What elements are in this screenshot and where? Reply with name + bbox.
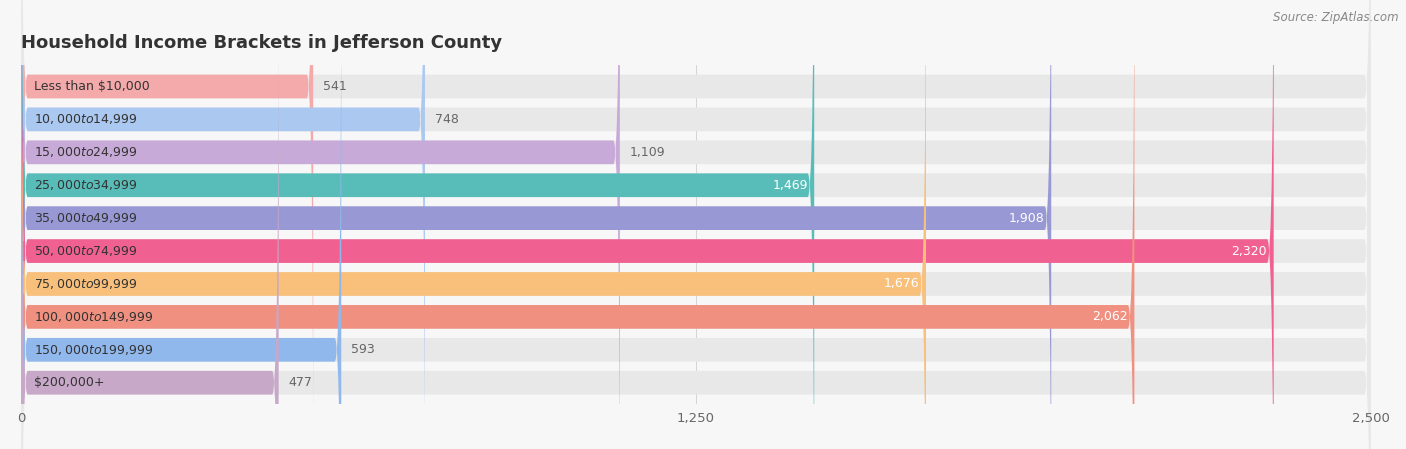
Text: 1,109: 1,109 [630,146,665,159]
Text: 1,908: 1,908 [1010,211,1045,224]
FancyBboxPatch shape [21,0,1371,449]
Text: $35,000 to $49,999: $35,000 to $49,999 [34,211,138,225]
Text: Less than $10,000: Less than $10,000 [34,80,150,93]
FancyBboxPatch shape [21,0,1371,449]
FancyBboxPatch shape [21,0,1371,449]
Text: 477: 477 [288,376,312,389]
Text: $75,000 to $99,999: $75,000 to $99,999 [34,277,138,291]
FancyBboxPatch shape [21,0,1371,449]
Text: Household Income Brackets in Jefferson County: Household Income Brackets in Jefferson C… [21,34,502,52]
FancyBboxPatch shape [21,0,314,449]
FancyBboxPatch shape [21,0,278,449]
FancyBboxPatch shape [21,0,1371,449]
Text: 593: 593 [352,343,375,357]
FancyBboxPatch shape [21,0,425,449]
FancyBboxPatch shape [21,0,1135,449]
Text: 1,676: 1,676 [884,277,920,291]
Text: $10,000 to $14,999: $10,000 to $14,999 [34,112,138,127]
Text: $50,000 to $74,999: $50,000 to $74,999 [34,244,138,258]
FancyBboxPatch shape [21,0,1371,449]
FancyBboxPatch shape [21,0,1371,449]
Text: 541: 541 [323,80,347,93]
FancyBboxPatch shape [21,0,1052,449]
FancyBboxPatch shape [21,0,620,449]
Text: $100,000 to $149,999: $100,000 to $149,999 [34,310,153,324]
Text: 2,320: 2,320 [1232,245,1267,258]
FancyBboxPatch shape [21,0,814,449]
Text: 2,062: 2,062 [1092,310,1128,323]
Text: 1,469: 1,469 [772,179,807,192]
Text: $200,000+: $200,000+ [34,376,104,389]
Text: $150,000 to $199,999: $150,000 to $199,999 [34,343,153,357]
Text: $25,000 to $34,999: $25,000 to $34,999 [34,178,138,192]
FancyBboxPatch shape [21,0,927,449]
FancyBboxPatch shape [21,0,1371,449]
FancyBboxPatch shape [21,0,1274,449]
Text: Source: ZipAtlas.com: Source: ZipAtlas.com [1274,11,1399,24]
Text: $15,000 to $24,999: $15,000 to $24,999 [34,145,138,159]
FancyBboxPatch shape [21,0,1371,449]
FancyBboxPatch shape [21,0,1371,449]
FancyBboxPatch shape [21,0,342,449]
Text: 748: 748 [434,113,458,126]
